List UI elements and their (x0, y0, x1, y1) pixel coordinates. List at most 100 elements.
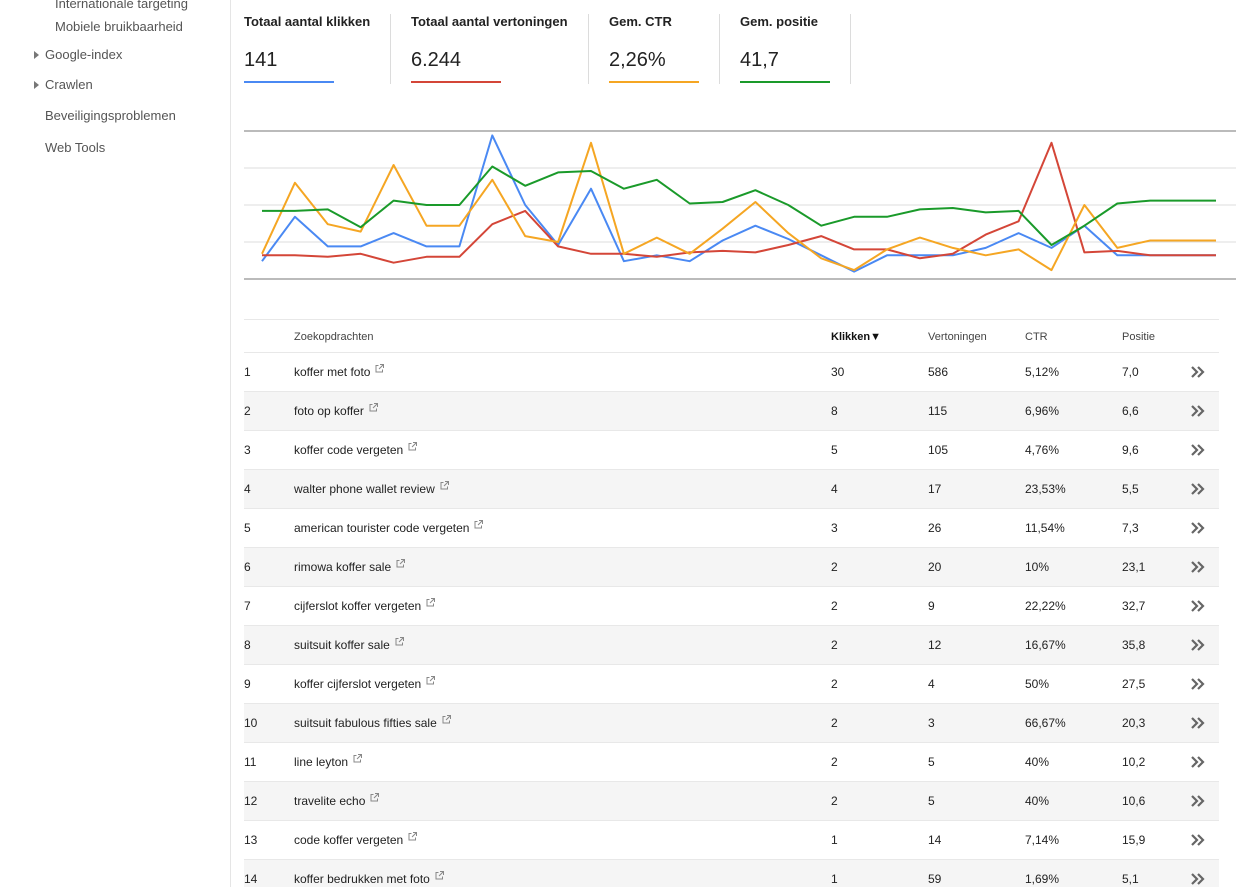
query-text: walter phone wallet review (294, 482, 435, 496)
table-row: 5 american tourister code vergeten 3 26 … (244, 509, 1219, 548)
column-header-impressions[interactable]: Vertoningen (928, 331, 987, 343)
metric-avg-ctr[interactable]: Gem. CTR 2,26% (609, 14, 699, 84)
position-value: 7,3 (1122, 521, 1139, 535)
sidebar-item-label: Internationale targeting (55, 0, 188, 11)
double-chevron-right-icon[interactable] (1190, 755, 1206, 769)
metric-value: 41,7 (740, 49, 779, 71)
double-chevron-right-icon[interactable] (1190, 404, 1206, 418)
position-value: 5,1 (1122, 872, 1139, 886)
query-text: line leyton (294, 755, 349, 769)
query-link[interactable]: line leyton (294, 754, 363, 769)
column-header-position[interactable]: Positie (1122, 331, 1156, 343)
double-chevron-right-icon[interactable] (1190, 794, 1206, 808)
external-link-icon[interactable] (396, 559, 406, 568)
impressions-value: 115 (928, 404, 948, 418)
table-row: 10 suitsuit fabulous fifties sale 2 3 66… (244, 704, 1219, 743)
row-number: 1 (244, 365, 251, 379)
row-number: 14 (244, 872, 258, 886)
query-text: cijferslot koffer vergeten (294, 599, 422, 613)
impressions-value: 586 (928, 365, 949, 379)
double-chevron-right-icon[interactable] (1190, 716, 1206, 730)
query-link[interactable]: koffer cijferslot vergeten (294, 676, 436, 691)
metric-label: Totaal aantal klikken (244, 14, 371, 29)
sidebar-item-label: Web Tools (45, 140, 106, 155)
external-link-icon[interactable] (426, 676, 436, 685)
sidebar-item-label: Google-index (45, 47, 123, 62)
query-link[interactable]: code koffer vergeten (294, 832, 418, 847)
ctr-value: 40% (1025, 794, 1050, 808)
double-chevron-right-icon[interactable] (1190, 677, 1206, 691)
position-value: 32,7 (1122, 599, 1146, 613)
query-link[interactable]: cijferslot koffer vergeten (294, 598, 436, 613)
metric-total-clicks[interactable]: Totaal aantal klikken 141 (244, 14, 370, 84)
triangle-right-icon (34, 80, 39, 89)
query-link[interactable]: walter phone wallet review (294, 481, 449, 496)
impressions-value: 5 (928, 755, 935, 769)
double-chevron-right-icon[interactable] (1190, 872, 1206, 886)
query-link[interactable]: suitsuit koffer sale (294, 637, 404, 652)
query-link[interactable]: suitsuit fabulous fifties sale (294, 715, 451, 730)
chart-series-line-4 (262, 165, 1216, 246)
query-link[interactable]: rimowa koffer sale (294, 559, 406, 574)
sidebar-item-mobile-usability[interactable]: Mobiele bruikbaarheid (55, 19, 183, 34)
external-link-icon[interactable] (408, 442, 418, 451)
external-link-icon[interactable] (435, 871, 444, 880)
double-chevron-right-icon[interactable] (1190, 833, 1206, 847)
column-header-queries[interactable]: Zoekopdrachten (294, 331, 374, 343)
query-link[interactable]: foto op koffer (294, 403, 378, 418)
external-link-icon[interactable] (408, 832, 418, 841)
metric-value: 141 (244, 49, 278, 71)
metric-color-bar (740, 81, 830, 83)
table-row: 2 foto op koffer 8 115 6,96% 6,6 (244, 392, 1219, 431)
external-link-icon[interactable] (474, 520, 484, 529)
clicks-value: 1 (831, 872, 838, 886)
metric-divider (719, 14, 720, 84)
double-chevron-right-icon[interactable] (1190, 365, 1206, 379)
external-link-icon[interactable] (375, 364, 385, 373)
chart-series-line-2 (262, 141, 1216, 264)
row-number: 11 (244, 755, 257, 769)
external-link-icon[interactable] (395, 637, 404, 646)
table-row: 7 cijferslot koffer vergeten 2 9 22,22% … (244, 587, 1219, 626)
external-link-icon[interactable] (353, 754, 363, 763)
external-link-icon[interactable] (426, 598, 436, 607)
metric-avg-position[interactable]: Gem. positie 41,7 (740, 14, 830, 84)
sidebar-item-security-issues[interactable]: Beveiligingsproblemen (45, 108, 176, 123)
query-text: travelite echo (294, 794, 366, 808)
query-link[interactable]: american tourister code vergeten (294, 520, 484, 535)
column-header-ctr[interactable]: CTR (1025, 331, 1048, 343)
ctr-value: 1,69% (1025, 872, 1060, 886)
double-chevron-right-icon[interactable] (1190, 443, 1206, 457)
query-text: foto op koffer (294, 404, 364, 418)
query-link[interactable]: travelite echo (294, 793, 380, 808)
impressions-value: 105 (928, 443, 949, 457)
external-link-icon[interactable] (440, 481, 449, 490)
position-value: 10,2 (1122, 755, 1146, 769)
ctr-value: 23,53% (1025, 482, 1066, 496)
column-header-clicks[interactable]: Klikken▼ (831, 331, 881, 343)
metric-total-impressions[interactable]: Totaal aantal vertoningen 6.244 (411, 14, 568, 84)
sidebar-item-international-targeting[interactable]: Internationale targeting (55, 0, 188, 11)
query-link[interactable]: koffer met foto (294, 364, 385, 379)
double-chevron-right-icon[interactable] (1190, 560, 1206, 574)
query-text: koffer bedrukken met foto (294, 872, 430, 886)
double-chevron-right-icon[interactable] (1190, 482, 1206, 496)
external-link-icon[interactable] (369, 403, 378, 412)
metric-label: Gem. positie (740, 14, 819, 29)
query-link[interactable]: koffer bedrukken met foto (294, 871, 444, 886)
external-link-icon[interactable] (442, 715, 451, 724)
query-link[interactable]: koffer code vergeten (294, 442, 418, 457)
clicks-value: 30 (831, 365, 845, 379)
sidebar-item-web-tools[interactable]: Web Tools (45, 140, 105, 155)
clicks-value: 2 (831, 755, 838, 769)
double-chevron-right-icon[interactable] (1190, 599, 1206, 613)
double-chevron-right-icon[interactable] (1190, 638, 1206, 652)
clicks-value: 2 (831, 560, 838, 574)
external-link-icon[interactable] (370, 793, 380, 802)
row-number: 3 (244, 443, 251, 457)
table-row: 8 suitsuit koffer sale 2 12 16,67% 35,8 (244, 626, 1219, 665)
sidebar-item-google-index[interactable]: Google-index (34, 47, 122, 62)
sidebar-item-crawl[interactable]: Crawlen (34, 77, 93, 92)
double-chevron-right-icon[interactable] (1190, 521, 1206, 535)
position-value: 23,1 (1122, 560, 1146, 574)
